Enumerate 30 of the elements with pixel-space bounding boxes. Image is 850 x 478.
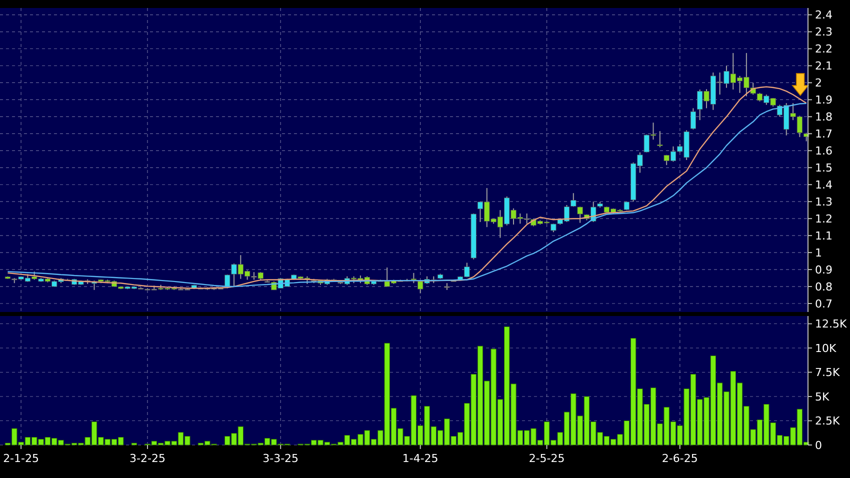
y-tick-label: 1.9 bbox=[815, 94, 832, 107]
x-tick-label: 2-6-25 bbox=[662, 452, 698, 465]
y-tick-label: 1.4 bbox=[815, 178, 832, 192]
y-tick-label: 7.5K bbox=[815, 366, 840, 380]
y-tick-label: 1.3 bbox=[815, 195, 832, 208]
y-tick-label: 1.7 bbox=[815, 128, 832, 141]
y-tick-label: 1.5 bbox=[815, 161, 832, 174]
x-tick-label: 2-5-25 bbox=[528, 452, 565, 465]
y-tick-label: 2 bbox=[815, 76, 822, 90]
y-tick-label: 2.5K bbox=[815, 414, 840, 428]
y-tick-label: 0.7 bbox=[815, 297, 832, 310]
y-tick-label: 2.3 bbox=[815, 26, 832, 39]
y-tick-label: 10K bbox=[815, 342, 837, 355]
x-tick-label: 2-1-25 bbox=[3, 452, 40, 465]
y-tick-label: 2.2 bbox=[815, 42, 832, 56]
x-tick-label: 1-4-25 bbox=[402, 452, 438, 465]
y-tick-label: 5K bbox=[815, 390, 830, 404]
y-tick-label: 2.1 bbox=[815, 60, 832, 73]
y-tick-label: 1.8 bbox=[815, 110, 832, 124]
y-tick-label: 0.9 bbox=[815, 263, 832, 276]
y-tick-label: 2.4 bbox=[815, 8, 832, 22]
y-tick-label: 0.8 bbox=[815, 280, 832, 294]
y-tick-label: 1.2 bbox=[815, 212, 832, 226]
y-tick-label: 1 bbox=[815, 246, 822, 260]
y-tick-label: 1.6 bbox=[815, 144, 832, 158]
y-tick-label: 1.1 bbox=[815, 229, 832, 242]
x-tick-label: 3-2-25 bbox=[130, 452, 166, 465]
y-tick-label: 12.5K bbox=[815, 318, 848, 331]
y-tick-label: 0 bbox=[815, 438, 822, 452]
x-tick-label: 3-3-25 bbox=[262, 452, 299, 465]
